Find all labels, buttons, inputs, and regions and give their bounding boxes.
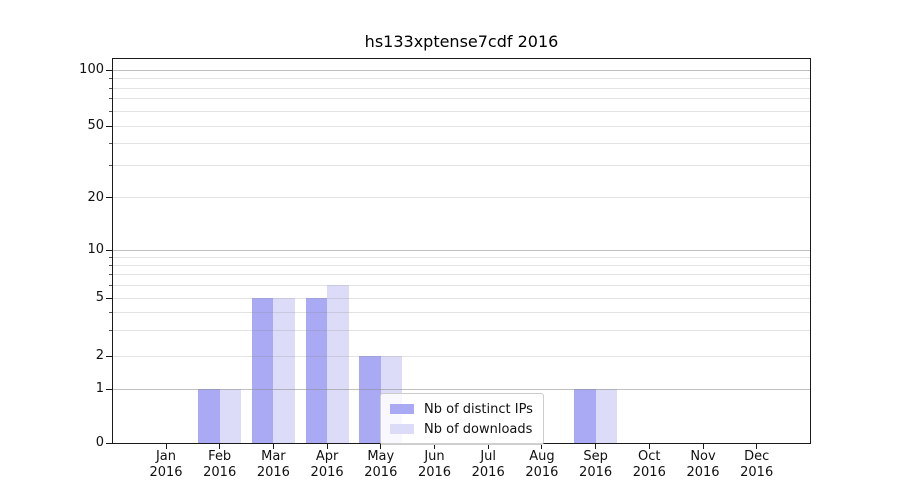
x-tick-label-feb: Feb 2016 — [188, 449, 252, 481]
y-minortick-40 — [109, 142, 113, 144]
y-tick-label-10: 10 — [87, 242, 104, 257]
x-tick-month: Sep — [583, 449, 608, 464]
x-tick-oct — [648, 444, 650, 449]
x-tick-label-mar: Mar 2016 — [241, 449, 305, 481]
bars-layer — [113, 59, 810, 443]
y-minortick-7 — [109, 274, 113, 276]
x-tick-jan — [165, 444, 167, 449]
y-tick-0 — [106, 442, 113, 444]
x-tick-month: Apr — [315, 449, 339, 464]
y-tick-label-50: 50 — [87, 118, 104, 133]
y-tick-label-2: 2 — [95, 348, 104, 363]
bar-nb-of-distinct-ips-feb — [198, 389, 220, 443]
legend-entry-distinct-ips: Nb of distinct IPs — [390, 399, 533, 419]
legend: Nb of distinct IPs Nb of downloads — [380, 393, 544, 445]
x-tick-dec — [756, 444, 758, 449]
y-minortick-90 — [109, 78, 113, 79]
x-tick-year: 2016 — [310, 465, 344, 480]
y-minortick-8 — [109, 264, 113, 266]
y-minortick-80 — [109, 87, 113, 89]
x-tick-month: Oct — [638, 449, 661, 464]
y-minortick-20 — [109, 197, 113, 198]
x-tick-apr — [326, 444, 328, 449]
x-tick-label-dec: Dec 2016 — [725, 449, 789, 481]
x-tick-year: 2016 — [740, 465, 774, 480]
y-tick-label-20: 20 — [87, 189, 104, 205]
x-tick-year: 2016 — [686, 465, 720, 480]
y-minortick-5 — [109, 297, 113, 299]
y-minortick-4 — [109, 311, 113, 313]
bar-nb-of-downloads-mar — [273, 298, 295, 443]
x-tick-month: Feb — [208, 449, 232, 464]
x-tick-mar — [272, 444, 274, 449]
y-tick-label-5: 5 — [95, 290, 104, 305]
bar-nb-of-downloads-apr — [327, 285, 349, 443]
x-tick-jun — [434, 444, 435, 449]
x-tick-feb — [219, 444, 221, 449]
x-tick-year: 2016 — [525, 465, 559, 480]
chart-title: hs133xptense7cdf 2016 — [364, 32, 559, 51]
bar-nb-of-distinct-ips-may — [359, 356, 381, 443]
y-tick-100 — [106, 69, 113, 71]
x-tick-month: Jan — [155, 449, 177, 464]
y-minortick-2 — [109, 355, 113, 357]
x-tick-month: Jun — [424, 449, 445, 464]
x-tick-label-may: May 2016 — [349, 449, 413, 481]
x-tick-label-aug: Aug 2016 — [510, 449, 574, 481]
bar-nb-of-downloads-feb — [219, 389, 242, 443]
x-tick-label-jun: Jun 2016 — [403, 449, 467, 481]
y-minortick-30 — [109, 165, 113, 167]
x-tick-month: Jul — [480, 449, 497, 464]
legend-swatch-distinct-ips — [390, 404, 414, 414]
x-tick-month: Aug — [529, 449, 555, 464]
legend-swatch-downloads — [390, 424, 414, 434]
bar-nb-of-distinct-ips-mar — [251, 298, 274, 443]
x-tick-year: 2016 — [471, 465, 505, 480]
x-tick-aug — [541, 444, 543, 449]
y-minortick-9 — [109, 256, 113, 258]
plot-area: Nb of distinct IPs Nb of downloads — [112, 58, 811, 445]
x-tick-label-nov: Nov 2016 — [671, 449, 735, 481]
legend-label-distinct-ips: Nb of distinct IPs — [424, 401, 533, 417]
y-minortick-60 — [109, 110, 113, 112]
y-minortick-6 — [109, 284, 113, 286]
bar-nb-of-distinct-ips-sep — [574, 389, 596, 443]
legend-label-downloads: Nb of downloads — [424, 421, 533, 437]
bar-nb-of-distinct-ips-apr — [305, 298, 328, 443]
x-tick-jul — [487, 444, 489, 449]
y-tick-1 — [106, 388, 113, 390]
x-tick-month: Dec — [744, 449, 770, 464]
y-minortick-70 — [109, 98, 113, 100]
x-tick-may — [380, 444, 382, 449]
x-tick-year: 2016 — [417, 465, 452, 480]
y-tick-10 — [106, 249, 113, 251]
y-minortick-3 — [109, 329, 113, 331]
x-tick-year: 2016 — [579, 465, 613, 480]
y-tick-label-0: 0 — [95, 435, 104, 450]
x-tick-label-jul: Jul 2016 — [456, 449, 520, 481]
x-tick-year: 2016 — [256, 465, 290, 480]
legend-entry-downloads: Nb of downloads — [390, 419, 533, 439]
x-tick-label-apr: Apr 2016 — [295, 449, 359, 481]
x-tick-month: May — [367, 449, 395, 464]
y-tick-label-100: 100 — [79, 62, 104, 77]
x-tick-sep — [595, 444, 597, 449]
x-tick-year: 2016 — [203, 465, 237, 480]
x-tick-label-sep: Sep 2016 — [564, 449, 628, 481]
y-tick-label-1: 1 — [95, 381, 104, 396]
x-tick-month: Nov — [690, 449, 716, 464]
x-tick-nov — [702, 444, 704, 449]
x-tick-label-jan: Jan 2016 — [134, 449, 198, 481]
x-tick-year: 2016 — [632, 465, 666, 480]
x-tick-label-oct: Oct 2016 — [617, 449, 681, 481]
x-tick-year: 2016 — [149, 465, 183, 480]
x-tick-year: 2016 — [364, 465, 398, 480]
bar-nb-of-downloads-sep — [595, 389, 618, 443]
x-tick-month: Mar — [261, 449, 286, 464]
y-minortick-50 — [109, 125, 113, 127]
